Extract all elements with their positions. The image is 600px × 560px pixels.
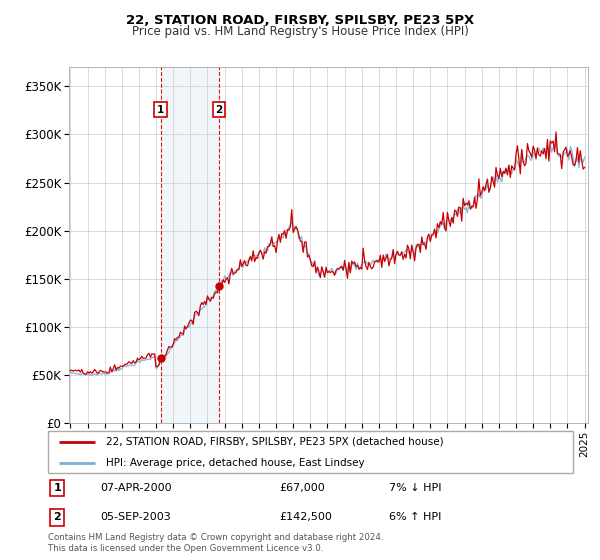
Text: 6% ↑ HPI: 6% ↑ HPI <box>389 512 442 522</box>
Text: 22, STATION ROAD, FIRSBY, SPILSBY, PE23 5PX (detached house): 22, STATION ROAD, FIRSBY, SPILSBY, PE23 … <box>106 437 443 447</box>
Text: 2: 2 <box>53 512 61 522</box>
Text: £67,000: £67,000 <box>279 483 325 493</box>
Text: 1: 1 <box>53 483 61 493</box>
FancyBboxPatch shape <box>48 431 573 473</box>
Text: 05-SEP-2003: 05-SEP-2003 <box>101 512 171 522</box>
Text: 22, STATION ROAD, FIRSBY, SPILSBY, PE23 5PX: 22, STATION ROAD, FIRSBY, SPILSBY, PE23 … <box>126 14 474 27</box>
Text: £142,500: £142,500 <box>279 512 332 522</box>
Text: 07-APR-2000: 07-APR-2000 <box>101 483 172 493</box>
Text: HPI: Average price, detached house, East Lindsey: HPI: Average price, detached house, East… <box>106 458 364 468</box>
Text: Contains HM Land Registry data © Crown copyright and database right 2024.
This d: Contains HM Land Registry data © Crown c… <box>48 533 383 553</box>
Text: 2: 2 <box>215 105 223 115</box>
Text: 7% ↓ HPI: 7% ↓ HPI <box>389 483 442 493</box>
Bar <box>161 67 219 423</box>
Text: 1: 1 <box>157 105 164 115</box>
Text: Price paid vs. HM Land Registry's House Price Index (HPI): Price paid vs. HM Land Registry's House … <box>131 25 469 38</box>
